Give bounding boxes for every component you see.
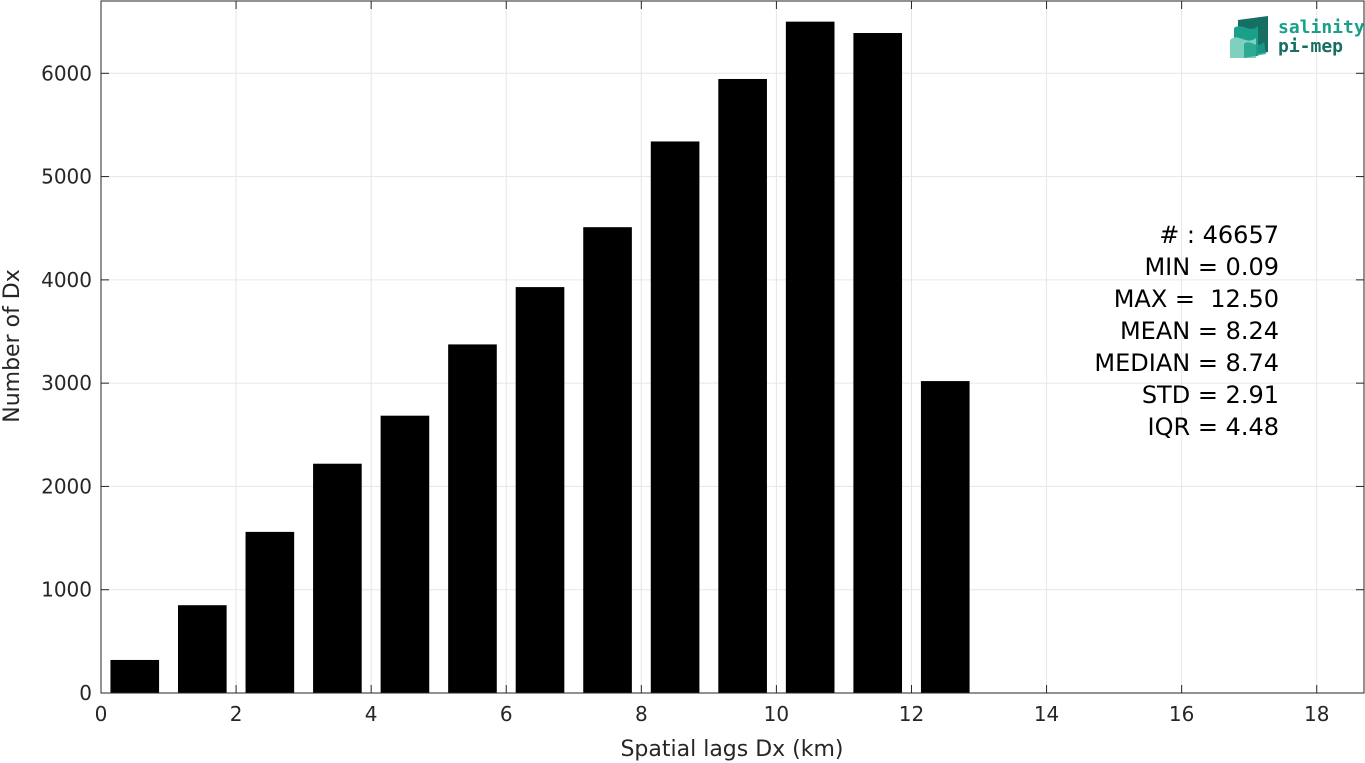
x-tick-labels: 0 2 4 6 8 10 12 14 16 18 [95, 702, 1330, 726]
y-tick-label: 1000 [41, 578, 92, 602]
axes-box [100, 0, 1365, 694]
bar [380, 415, 430, 693]
x-tick-label: 12 [899, 702, 924, 726]
stat-line: IQR = 4.48 [1148, 413, 1279, 441]
x-tick-label: 8 [635, 702, 648, 726]
bar [245, 531, 295, 693]
bar [177, 605, 227, 693]
y-tick-label: 0 [79, 681, 92, 705]
bar [650, 141, 700, 693]
statistics-annotation: # : 46657 MIN = 0.09 MAX = 12.50 MEAN = 8.2… [1094, 221, 1279, 441]
x-tick-label: 6 [500, 702, 513, 726]
y-tick-labels: 0 1000 2000 3000 4000 5000 6000 [41, 61, 92, 705]
stat-line: MEAN = 8.24 [1120, 317, 1279, 345]
x-tick-label: 10 [764, 702, 789, 726]
bar [785, 21, 835, 693]
bar [920, 381, 970, 693]
bar [583, 227, 632, 693]
y-tick-label: 5000 [41, 165, 92, 189]
x-tick-label: 14 [1034, 702, 1059, 726]
bar [448, 344, 497, 693]
x-tick-label: 16 [1169, 702, 1194, 726]
stat-line: MIN = 0.09 [1144, 253, 1279, 281]
bar [313, 463, 362, 693]
bar [718, 78, 767, 693]
logo-mark-icon [1230, 16, 1268, 58]
x-tick-label: 2 [230, 702, 243, 726]
y-tick-label: 3000 [41, 371, 92, 395]
bars [110, 21, 970, 694]
x-tick-label: 18 [1304, 702, 1329, 726]
tick-marks [100, 1, 1364, 694]
logo-text-line1: salinity [1278, 17, 1365, 38]
x-tick-label: 4 [365, 702, 378, 726]
bar [853, 33, 903, 694]
x-axis-label: Spatial lags Dx (km) [620, 737, 843, 762]
salinity-pi-mep-logo: salinity pi-mep [1230, 16, 1365, 58]
bar [515, 287, 565, 693]
stat-line: MEDIAN = 8.74 [1094, 349, 1279, 377]
y-tick-label: 2000 [41, 474, 92, 498]
stat-line: # : 46657 [1159, 221, 1279, 249]
y-tick-label: 6000 [41, 61, 92, 85]
y-tick-label: 4000 [41, 268, 92, 292]
bar [110, 659, 160, 693]
stat-line: MAX = 12.50 [1114, 285, 1279, 313]
logo-text-line2: pi-mep [1278, 36, 1343, 57]
x-tick-label: 0 [95, 702, 108, 726]
stat-line: STD = 2.91 [1142, 381, 1279, 409]
y-axis-label: Number of Dx [0, 269, 25, 423]
